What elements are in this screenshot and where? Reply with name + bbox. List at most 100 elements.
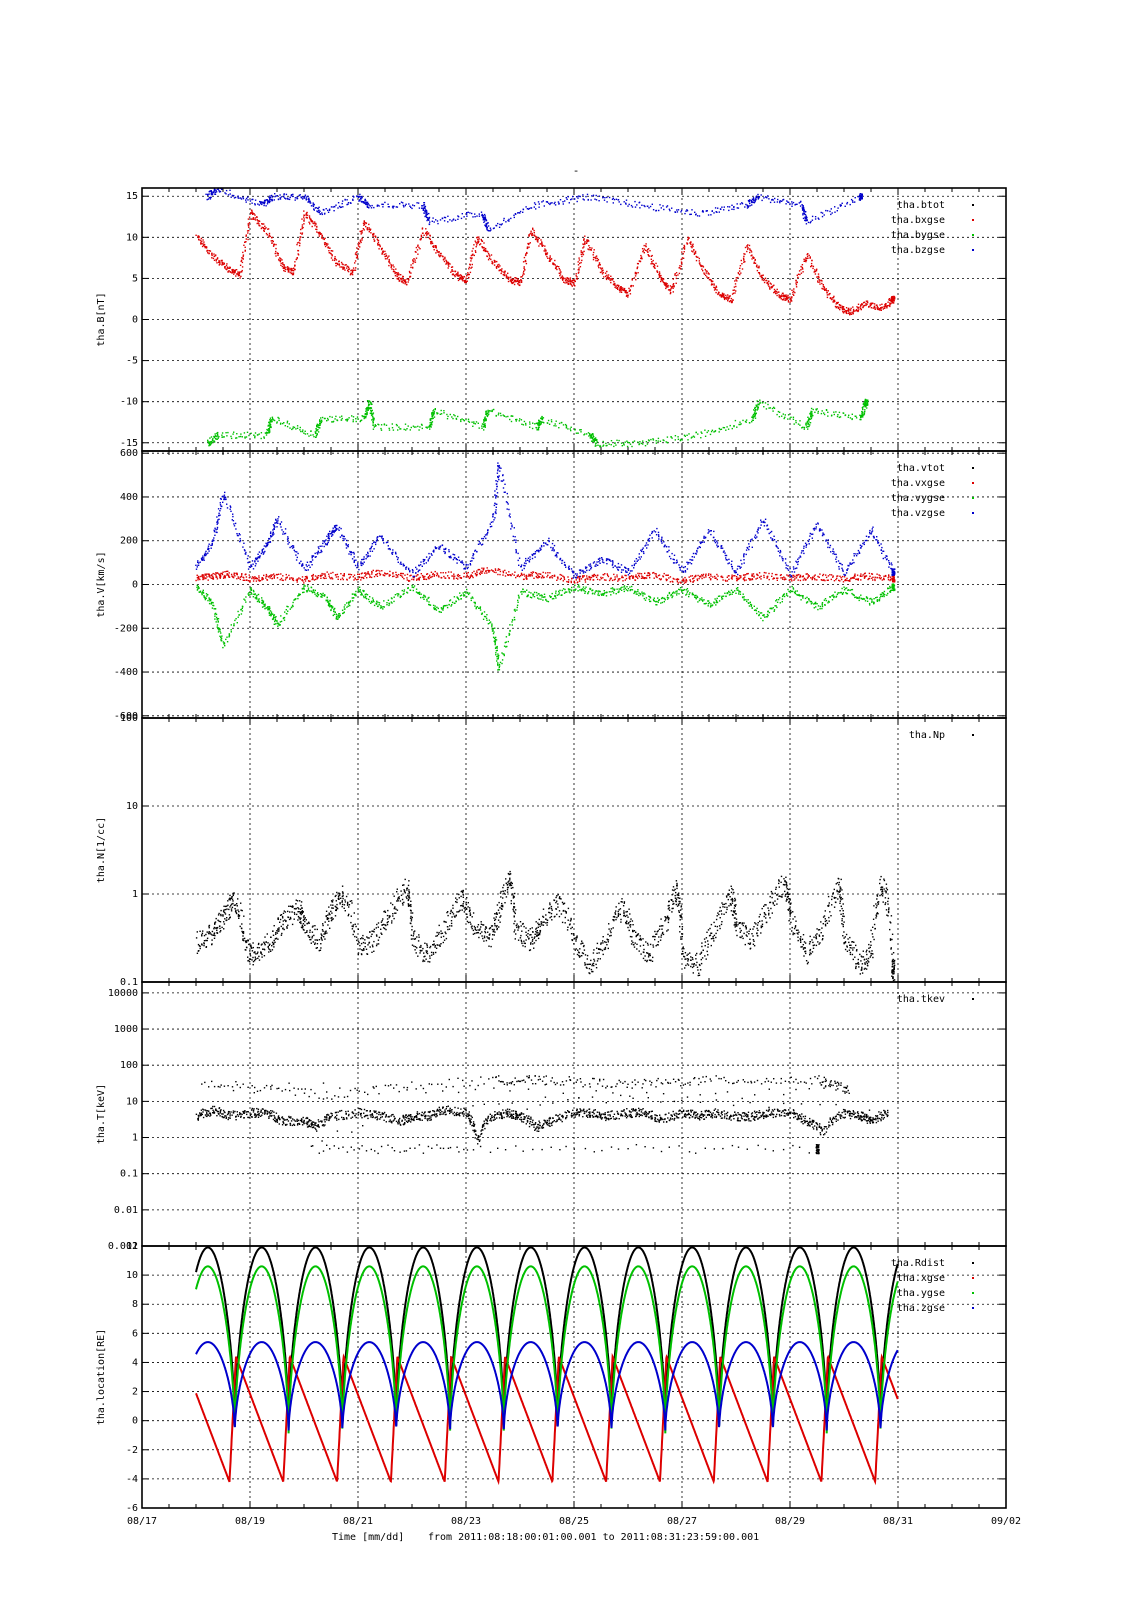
data-point-tha.bygse: [808, 417, 810, 420]
data-point-tha.vxgse: [648, 572, 651, 574]
data-point-tha.bxgse: [645, 243, 647, 245]
data-point-tha.bxgse: [308, 216, 311, 219]
data-point-tha.bxgse: [213, 255, 215, 258]
data-point-tha.bxgse: [427, 232, 430, 234]
data-point-tha.bygse: [602, 445, 604, 447]
data-point-tha.bxgse: [452, 273, 454, 275]
data-point-tha.bxgse: [303, 223, 305, 225]
data-point-tha.bzgse: [695, 213, 697, 215]
data-point-tha.bygse: [584, 433, 586, 435]
data-point-tha.bzgse: [728, 206, 731, 208]
data-point-tha.bzgse: [676, 211, 679, 213]
data-point-tha.vxgse: [265, 577, 267, 579]
data-point-tha.bxgse: [785, 296, 788, 299]
data-point-tha.bygse: [463, 420, 465, 422]
data-point-tha.vxgse: [301, 579, 304, 581]
data-point-tha.vxgse: [524, 575, 526, 577]
data-point-tha.bxgse: [198, 236, 200, 238]
data-point-tha.bygse: [269, 425, 271, 427]
data-point-tha.bygse: [535, 422, 538, 425]
data-point-tha.bygse: [652, 438, 654, 440]
data-point-tha.vxgse: [532, 571, 534, 573]
data-point-tha.bzgse: [260, 201, 262, 203]
data-point-tha.bxgse: [885, 304, 887, 307]
data-point-tha.bxgse: [729, 295, 731, 297]
data-point-tha.bxgse: [625, 290, 627, 292]
data-point-tha.bygse: [751, 419, 754, 421]
data-point-tha.bygse: [447, 415, 449, 418]
data-point-tha.bxgse: [470, 254, 473, 257]
data-point-tha.bxgse: [256, 222, 258, 225]
data-point-tha.bzgse: [411, 207, 413, 210]
data-point-tha.vxgse: [679, 581, 681, 583]
data-point-tha.bzgse: [485, 225, 488, 228]
data-point-tha.bzgse: [366, 203, 369, 206]
data-point-tha.vxgse: [673, 578, 675, 580]
data-point-tha.bygse: [518, 420, 520, 422]
data-point-tha.bxgse: [256, 216, 258, 218]
data-point-tha.bxgse: [397, 274, 399, 276]
data-point-tha.bygse: [777, 410, 780, 413]
data-point-tha.vxgse: [258, 575, 260, 577]
data-point-tha.vxgse: [349, 573, 351, 576]
data-point-tha.vxgse: [621, 575, 623, 577]
data-point-tha.bygse: [585, 433, 588, 435]
data-point-tha.bzgse: [245, 199, 247, 201]
data-point-tha.bygse: [812, 408, 814, 411]
data-point-tha.vxgse: [456, 574, 459, 577]
data-point-tha.vxgse: [392, 573, 394, 575]
data-point-tha.bygse: [370, 409, 372, 412]
data-point-tha.bzgse: [782, 199, 784, 201]
data-point-tha.bzgse: [603, 199, 606, 201]
data-point-tha.bxgse: [227, 271, 229, 273]
data-point-tha.bxgse: [426, 234, 428, 236]
data-point-tha.bygse: [436, 412, 438, 414]
data-point-tha.bygse: [754, 412, 756, 414]
data-point-tha.bxgse: [522, 274, 524, 276]
data-point-tha.vxgse: [479, 573, 481, 576]
data-point-tha.bxgse: [471, 257, 473, 259]
data-point-tha.bxgse: [450, 266, 453, 268]
data-point-tha.bzgse: [263, 204, 265, 207]
data-point-tha.bxgse: [797, 273, 800, 275]
data-point-tha.bzgse: [482, 219, 485, 221]
data-point-tha.bxgse: [633, 277, 636, 279]
data-point-tha.bxgse: [231, 270, 234, 272]
data-point-tha.bygse: [370, 414, 373, 416]
data-point-tha.bygse: [245, 436, 248, 438]
data-point-tha.bygse: [216, 435, 218, 438]
data-point-tha.bygse: [334, 418, 336, 420]
data-point-tha.bxgse: [761, 279, 763, 281]
data-point-tha.bxgse: [889, 302, 891, 304]
data-point-tha.bygse: [726, 426, 728, 428]
data-point-tha.bzgse: [627, 205, 629, 207]
data-point-tha.bxgse: [634, 275, 637, 277]
data-point-tha.bzgse: [428, 223, 431, 226]
data-point-tha.bygse: [282, 422, 284, 425]
data-point-tha.bxgse: [395, 272, 398, 274]
data-point-tha.bzgse: [701, 210, 704, 213]
data-point-tha.bxgse: [576, 276, 578, 278]
data-point-tha.bygse: [809, 422, 812, 424]
data-point-tha.bxgse: [835, 306, 837, 309]
data-point-tha.bzgse: [384, 201, 386, 204]
data-point-tha.bxgse: [773, 284, 775, 286]
data-point-tha.bygse: [723, 427, 726, 429]
data-point-tha.bxgse: [855, 308, 858, 311]
data-point-tha.bxgse: [720, 296, 723, 298]
data-point-tha.bygse: [752, 416, 754, 419]
data-point-tha.vxgse: [249, 580, 251, 582]
data-point-tha.bxgse: [779, 295, 782, 297]
data-point-tha.bxgse: [243, 244, 245, 246]
data-point-tha.bygse: [371, 409, 373, 412]
data-point-tha.bxgse: [244, 246, 246, 248]
data-point-tha.vxgse: [408, 580, 410, 582]
data-point-tha.bzgse: [315, 207, 317, 209]
data-point-tha.bxgse: [890, 298, 892, 300]
data-point-tha.bxgse: [810, 262, 813, 265]
data-point-tha.vxgse: [483, 567, 485, 569]
data-point-tha.bzgse: [839, 204, 841, 206]
data-point-tha.bxgse: [306, 214, 309, 216]
data-point-tha.bxgse: [305, 213, 307, 215]
data-point-tha.bygse: [511, 415, 513, 417]
